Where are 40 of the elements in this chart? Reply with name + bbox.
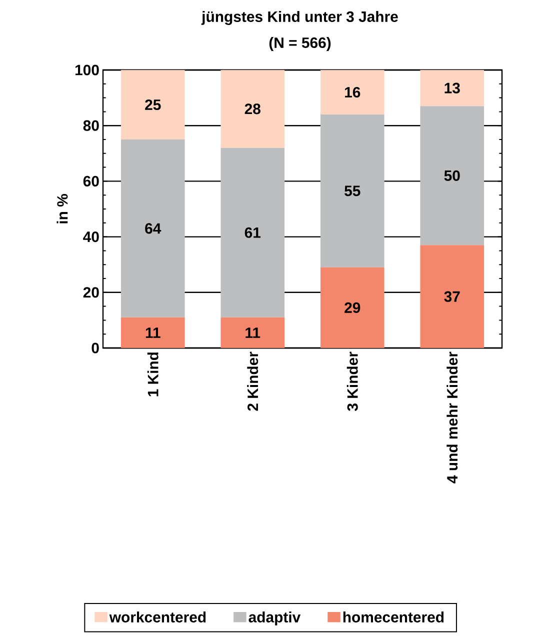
bar	[120, 317, 185, 348]
data-label: 64	[145, 223, 162, 234]
legend-label: workcentered	[109, 612, 206, 622]
bar	[220, 317, 285, 348]
bar	[320, 70, 384, 114]
y-tick-label: 40	[83, 232, 99, 242]
x-tick-label: 2 Kinder	[247, 352, 258, 411]
legend-label: adaptiv	[248, 612, 301, 626]
x-tick-label: 3 Kinder	[346, 352, 358, 411]
y-axis-title: in %	[56, 194, 68, 224]
data-label: 11	[146, 328, 160, 338]
data-label: 61	[244, 227, 261, 238]
data-label: 29	[344, 302, 360, 313]
y-tick-label: 80	[83, 120, 99, 131]
bar	[420, 70, 484, 106]
y-tick-label: 0	[92, 342, 99, 354]
bar	[320, 267, 384, 348]
chart-subtitle: (N = 566)	[269, 37, 331, 51]
bar	[120, 70, 185, 140]
data-label: 16	[345, 86, 360, 98]
x-tick-label: 1 Kind	[147, 352, 158, 396]
data-label: 55	[344, 186, 360, 196]
data-label: 28	[244, 104, 260, 114]
data-label: 50	[444, 170, 460, 181]
bar	[120, 139, 185, 318]
y-tick-label: 100	[75, 64, 99, 76]
legend-label: homecentered	[343, 612, 444, 622]
data-label: 37	[444, 291, 460, 302]
bar	[220, 148, 285, 318]
y-tick-label: 20	[83, 287, 99, 298]
bar	[220, 70, 285, 148]
y-tick-label: 60	[83, 176, 99, 186]
chart-title: jüngstes Kind unter 3 Jahre	[201, 10, 398, 25]
bar	[320, 114, 384, 268]
bar	[420, 245, 484, 348]
data-label: 11	[246, 328, 260, 338]
x-tick-label: 4 und mehr Kinder	[446, 352, 458, 484]
data-label: 25	[145, 99, 161, 110]
bar	[420, 106, 484, 246]
data-label: 13	[444, 82, 460, 94]
